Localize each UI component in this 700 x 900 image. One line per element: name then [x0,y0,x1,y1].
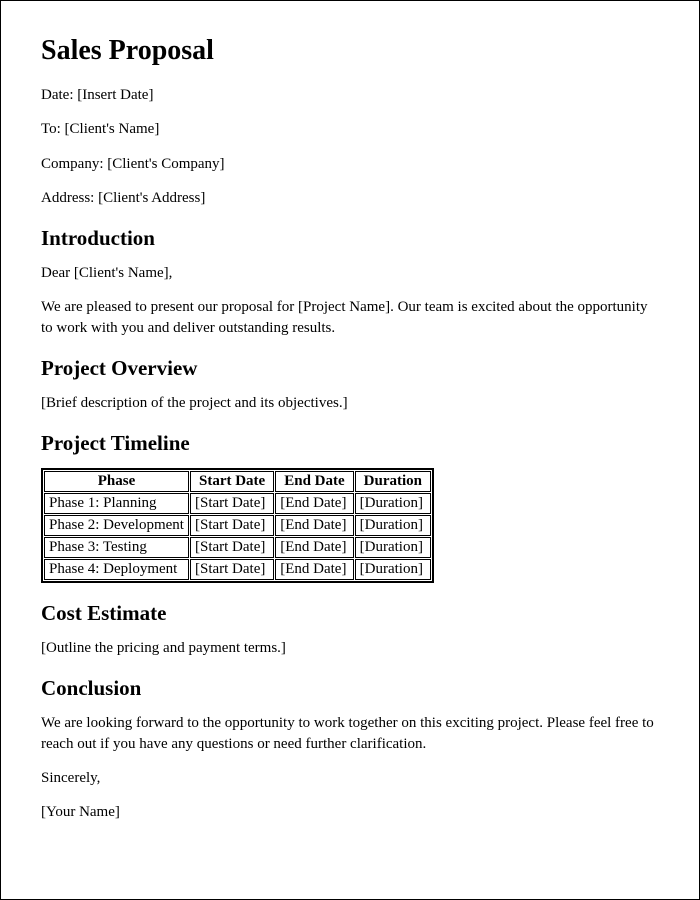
signer-name: [Your Name] [41,802,659,822]
heading-conclusion: Conclusion [41,676,659,701]
field-company-label: Company: [41,156,104,172]
document-page: Sales Proposal Date: [Insert Date] To: [… [0,0,700,900]
signoff: Sincerely, [41,768,659,788]
cell-end: [End Date] [275,515,353,536]
field-date: Date: [Insert Date] [41,85,659,105]
cell-start: [Start Date] [190,559,274,580]
cell-duration: [Duration] [355,559,431,580]
cell-duration: [Duration] [355,537,431,558]
cell-start: [Start Date] [190,537,274,558]
field-address-label: Address: [41,190,94,206]
table-row: Phase 2: Development [Start Date] [End D… [44,515,431,536]
col-phase: Phase [44,471,189,492]
table-row: Phase 3: Testing [Start Date] [End Date]… [44,537,431,558]
field-to-value: [Client's Name] [65,121,160,137]
introduction-body: We are pleased to present our proposal f… [41,297,659,338]
cell-duration: [Duration] [355,515,431,536]
heading-overview: Project Overview [41,356,659,381]
cell-start: [Start Date] [190,493,274,514]
cell-end: [End Date] [275,559,353,580]
page-title: Sales Proposal [41,35,659,67]
field-company: Company: [Client's Company] [41,154,659,174]
timeline-table: Phase Start Date End Date Duration Phase… [41,468,434,583]
cost-body: [Outline the pricing and payment terms.] [41,638,659,658]
table-row: Phase 4: Deployment [Start Date] [End Da… [44,559,431,580]
col-start: Start Date [190,471,274,492]
field-company-value: [Client's Company] [107,156,224,172]
table-row: Phase 1: Planning [Start Date] [End Date… [44,493,431,514]
timeline-header-row: Phase Start Date End Date Duration [44,471,431,492]
cell-phase: Phase 3: Testing [44,537,189,558]
cell-phase: Phase 4: Deployment [44,559,189,580]
cell-phase: Phase 2: Development [44,515,189,536]
field-address: Address: [Client's Address] [41,188,659,208]
heading-cost: Cost Estimate [41,601,659,626]
field-date-value: [Insert Date] [77,87,153,103]
cell-phase: Phase 1: Planning [44,493,189,514]
col-duration: Duration [355,471,431,492]
cell-end: [End Date] [275,537,353,558]
col-end: End Date [275,471,353,492]
conclusion-body: We are looking forward to the opportunit… [41,713,659,754]
field-address-value: [Client's Address] [98,190,205,206]
cell-duration: [Duration] [355,493,431,514]
heading-timeline: Project Timeline [41,431,659,456]
field-to-label: To: [41,121,61,137]
heading-introduction: Introduction [41,226,659,251]
cell-start: [Start Date] [190,515,274,536]
overview-body: [Brief description of the project and it… [41,393,659,413]
field-date-label: Date: [41,87,73,103]
salutation: Dear [Client's Name], [41,263,659,283]
cell-end: [End Date] [275,493,353,514]
field-to: To: [Client's Name] [41,119,659,139]
